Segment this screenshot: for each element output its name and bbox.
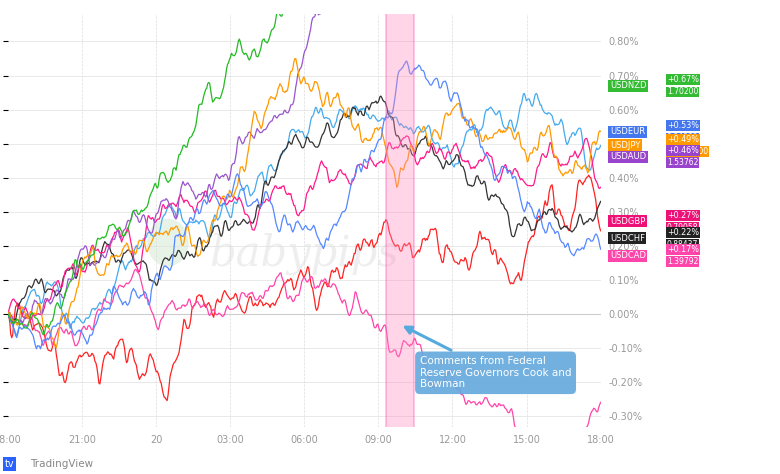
Text: USDJPY: USDJPY <box>610 141 640 150</box>
Text: +0.46%: +0.46% <box>667 146 699 155</box>
Text: USDAUD: USDAUD <box>610 152 646 161</box>
Text: USDNZD: USDNZD <box>610 81 647 90</box>
Text: USDGBP: USDGBP <box>610 217 645 226</box>
Text: 12:00: 12:00 <box>438 435 466 445</box>
Text: 18:00: 18:00 <box>587 435 615 445</box>
Text: +0.17%: +0.17% <box>667 245 699 254</box>
Text: 1.53762: 1.53762 <box>667 158 698 167</box>
Text: 03:00: 03:00 <box>216 435 244 445</box>
Text: +0.53%: +0.53% <box>667 121 699 130</box>
Text: USDEUR: USDEUR <box>610 128 645 137</box>
Text: 21:00: 21:00 <box>68 435 96 445</box>
Text: 155.44100: 155.44100 <box>667 147 708 156</box>
Text: +0.49%: +0.49% <box>667 135 699 144</box>
Text: TradingView: TradingView <box>30 458 93 469</box>
Text: 09:00: 09:00 <box>364 435 392 445</box>
Text: +0.27%: +0.27% <box>667 211 699 220</box>
Text: 0.94860: 0.94860 <box>667 134 698 143</box>
Text: +0.67%: +0.67% <box>667 75 699 84</box>
Text: +0.22%: +0.22% <box>667 228 699 237</box>
Text: tv: tv <box>5 458 14 469</box>
Text: 15:00: 15:00 <box>512 435 541 445</box>
Text: 0.88437: 0.88437 <box>667 240 698 249</box>
Text: 20: 20 <box>150 435 162 445</box>
Text: 06:00: 06:00 <box>290 435 318 445</box>
Ellipse shape <box>147 219 189 266</box>
Text: USDCHF: USDCHF <box>610 234 645 243</box>
Text: 0.79058: 0.79058 <box>667 223 698 232</box>
Text: 18:00: 18:00 <box>0 435 22 445</box>
Text: 1.39792: 1.39792 <box>667 257 698 266</box>
Text: 1.70200: 1.70200 <box>667 87 698 96</box>
Bar <box>386 0 414 433</box>
Text: USDCAD: USDCAD <box>610 251 646 260</box>
Text: babypips: babypips <box>209 232 399 274</box>
Text: Comments from Federal
Reserve Governors Cook and
Bowman: Comments from Federal Reserve Governors … <box>406 327 571 390</box>
